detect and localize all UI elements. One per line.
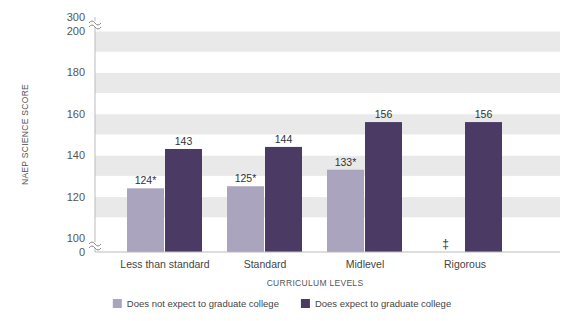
grid-band xyxy=(95,31,560,52)
data-label: 156 xyxy=(375,108,393,120)
bar xyxy=(265,147,302,252)
x-axis-line xyxy=(95,252,560,253)
data-label: 125* xyxy=(235,172,257,184)
legend-label: Does expect to graduate college xyxy=(315,298,451,309)
axis-break xyxy=(89,21,101,25)
x-tick-label: Less than standard xyxy=(120,258,209,270)
data-label: 156 xyxy=(475,108,493,120)
x-tick-label: Standard xyxy=(244,258,287,270)
grid-band xyxy=(95,72,560,93)
bar xyxy=(165,149,202,252)
legend-swatch xyxy=(301,299,310,308)
y-tick-label: 120 xyxy=(67,191,85,203)
axis-break xyxy=(89,242,101,246)
axis-break xyxy=(89,25,101,29)
bar xyxy=(365,122,402,252)
data-labels: 124* 125* 133* ‡ 143 144 156 156 xyxy=(135,108,493,251)
data-label: 144 xyxy=(275,133,293,145)
data-label: 124* xyxy=(135,174,157,186)
y-tick-label: 180 xyxy=(67,66,85,78)
x-tick-label: Midlevel xyxy=(346,258,385,270)
y-axis-line xyxy=(95,17,96,252)
grid-line xyxy=(95,252,560,253)
y-axis: 0 100 120 140 160 180 200 300 xyxy=(67,11,101,258)
y-tick-label: 200 xyxy=(67,25,85,37)
chart: 0 100 120 140 160 180 200 300 NAEP SCIENCE SCORE… xyxy=(0,0,564,321)
bar xyxy=(227,186,264,252)
data-label: 133* xyxy=(335,156,357,168)
y-tick-label: 0 xyxy=(79,246,85,258)
legend: Does not expect to graduate college Does … xyxy=(113,298,451,309)
data-label: ‡ xyxy=(442,237,449,251)
y-tick-label: 100 xyxy=(67,232,85,244)
axis-break-gap xyxy=(89,21,101,27)
y-tick-label: 160 xyxy=(67,108,85,120)
legend-label: Does not expect to graduate college xyxy=(127,298,279,309)
x-axis-title: CURRICULUM LEVELS xyxy=(267,278,364,288)
bar xyxy=(127,188,164,252)
legend-swatch xyxy=(113,299,122,308)
grid-line xyxy=(95,31,560,32)
data-label: 143 xyxy=(175,135,193,147)
bar xyxy=(465,122,502,252)
y-tick-label: 300 xyxy=(67,11,85,23)
axis-break-gap xyxy=(89,242,101,248)
y-tick-label: 140 xyxy=(67,149,85,161)
bar xyxy=(327,170,364,252)
grid-line xyxy=(95,72,560,73)
x-tick-label: Rigorous xyxy=(444,258,486,270)
y-axis-title: NAEP SCIENCE SCORE xyxy=(20,84,30,185)
x-axis: Less than standard Standard Midlevel Rigoro… xyxy=(95,252,560,270)
grid xyxy=(95,17,560,252)
grid-line xyxy=(95,17,560,18)
axis-break xyxy=(89,246,101,250)
bars xyxy=(127,122,502,252)
